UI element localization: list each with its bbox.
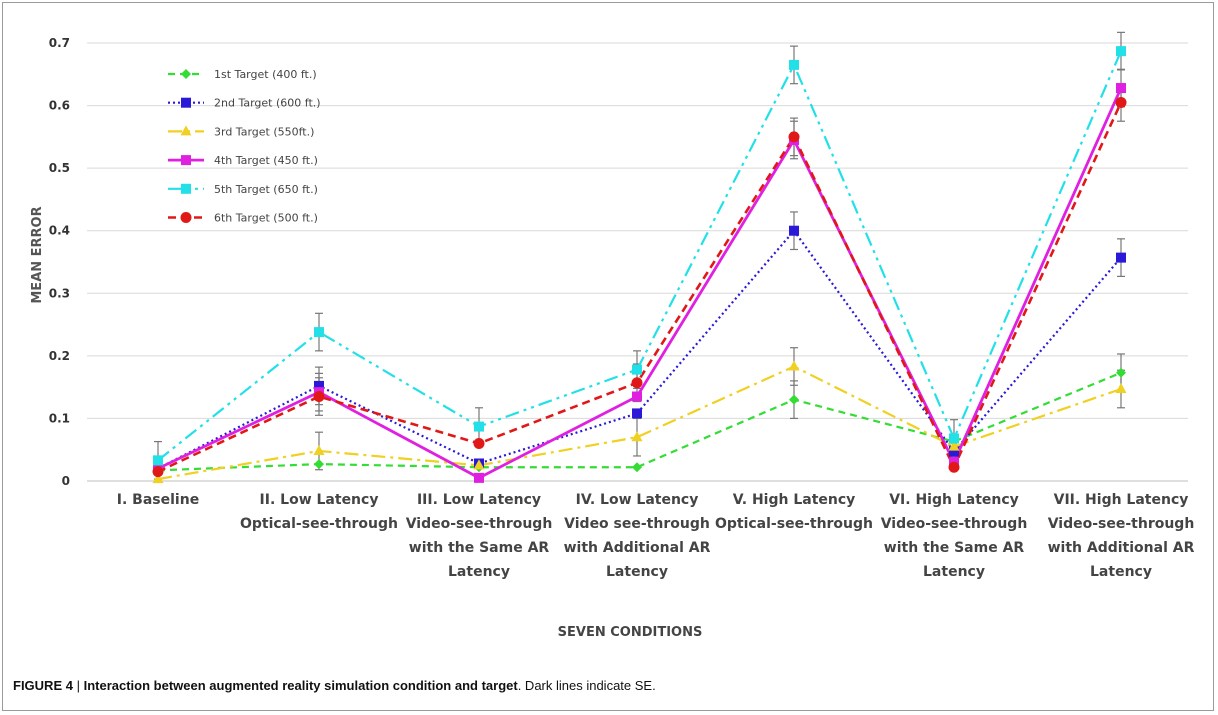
data-point bbox=[1115, 96, 1127, 108]
data-point bbox=[152, 466, 164, 478]
data-point bbox=[788, 360, 800, 371]
x-tick-label: Video-see-through bbox=[1048, 516, 1195, 532]
data-point bbox=[632, 364, 642, 375]
series-line bbox=[157, 229, 1122, 470]
x-tick-label: II. Low Latency bbox=[260, 492, 379, 508]
x-tick-label: Latency bbox=[1090, 564, 1152, 580]
data-point bbox=[789, 59, 799, 70]
x-tick-label: with the Same AR bbox=[884, 540, 1025, 556]
x-tick-label: Latency bbox=[448, 564, 510, 580]
x-tick-label: V. High Latency bbox=[733, 492, 856, 508]
legend-marker bbox=[180, 125, 192, 136]
caption-separator: | bbox=[72, 678, 84, 693]
x-axis-label: SEVEN CONDITIONS bbox=[558, 625, 703, 640]
y-tick-label: 0.7 bbox=[49, 36, 70, 50]
legend-label: 4th Target (450 ft.) bbox=[214, 154, 318, 167]
y-tick-label: 0.1 bbox=[49, 411, 70, 425]
legend-marker bbox=[181, 183, 191, 194]
data-point bbox=[632, 391, 642, 402]
y-tick-label: 0 bbox=[62, 474, 70, 488]
data-point bbox=[314, 380, 324, 391]
legend: 1st Target (400 ft.) 2nd Target (600 ft.)… bbox=[168, 68, 321, 225]
data-point bbox=[314, 327, 324, 338]
data-point bbox=[789, 225, 799, 236]
x-tick-label: with Additional AR bbox=[564, 540, 711, 556]
data-point bbox=[949, 433, 959, 444]
data-point bbox=[632, 462, 642, 473]
line-chart: 0 0.1 0.2 0.3 0.4 0.5 0.6 0.7 I. Baseline II. Lo… bbox=[30, 31, 1195, 640]
y-tick-label: 0.5 bbox=[49, 161, 70, 175]
legend-label: 2nd Target (600 ft.) bbox=[214, 97, 321, 110]
legend-label: 5th Target (650 ft.) bbox=[214, 183, 318, 196]
data-point bbox=[313, 444, 325, 455]
x-tick-label: III. Low Latency bbox=[417, 492, 541, 508]
data-point bbox=[1116, 83, 1126, 94]
y-tick-label: 0.3 bbox=[49, 286, 70, 300]
legend-marker bbox=[180, 212, 192, 223]
data-point bbox=[152, 473, 164, 484]
x-tick-label: Optical-see-through bbox=[240, 516, 398, 532]
legend-marker bbox=[181, 69, 191, 79]
y-tick-label: 0.2 bbox=[49, 349, 70, 363]
x-tick-label: VI. High Latency bbox=[889, 492, 1019, 508]
caption-rest: . Dark lines indicate SE. bbox=[517, 678, 656, 693]
legend-marker bbox=[181, 97, 191, 108]
x-tick-label: with the Same AR bbox=[409, 540, 550, 556]
data-point bbox=[1116, 46, 1126, 57]
y-tick-labels: 0 0.1 0.2 0.3 0.4 0.5 0.6 0.7 bbox=[49, 36, 70, 488]
y-tick-label: 0.4 bbox=[49, 224, 70, 238]
x-tick-label: I. Baseline bbox=[117, 492, 199, 508]
data-point bbox=[473, 459, 485, 470]
data-point bbox=[631, 431, 643, 442]
figure-caption: FIGURE 4 | Interaction between augmented… bbox=[13, 678, 656, 693]
data-point bbox=[474, 472, 484, 483]
x-tick-label: Latency bbox=[923, 564, 985, 580]
data-point bbox=[473, 437, 485, 449]
x-tick-label: Video-see-through bbox=[881, 516, 1028, 532]
x-tick-label: VII. High Latency bbox=[1054, 492, 1189, 508]
legend-label: 1st Target (400 ft.) bbox=[214, 68, 317, 81]
legend-label: 6th Target (500 ft.) bbox=[214, 212, 318, 225]
x-tick-label: Latency bbox=[606, 564, 668, 580]
data-point bbox=[153, 455, 163, 466]
data-point bbox=[631, 377, 643, 389]
data-point bbox=[948, 440, 960, 451]
data-point bbox=[948, 461, 960, 473]
data-point bbox=[949, 446, 959, 457]
data-point bbox=[1115, 383, 1127, 394]
y-tick-label: 0.6 bbox=[49, 99, 70, 113]
data-point bbox=[1116, 367, 1126, 378]
data-point bbox=[314, 459, 324, 470]
x-tick-label: IV. Low Latency bbox=[576, 492, 699, 508]
x-tick-label: Video-see-through bbox=[406, 516, 553, 532]
caption-label: FIGURE 4 bbox=[13, 678, 73, 693]
data-point bbox=[1116, 252, 1126, 263]
y-axis-label: MEAN ERROR bbox=[30, 206, 45, 303]
data-point bbox=[474, 421, 484, 432]
data-point bbox=[632, 408, 642, 419]
data-point bbox=[789, 394, 799, 405]
data-point bbox=[788, 131, 800, 143]
series-markers bbox=[152, 46, 1127, 484]
x-tick-label: Optical-see-through bbox=[715, 516, 873, 532]
x-tick-label: Video see-through bbox=[564, 516, 710, 532]
x-tick-label: with Additional AR bbox=[1048, 540, 1195, 556]
legend-label: 3rd Target (550ft.) bbox=[214, 125, 314, 138]
caption-title: Interaction between augmented reality si… bbox=[83, 678, 518, 693]
data-point bbox=[313, 391, 325, 403]
x-category-labels: I. Baseline II. Low Latency Optical-see-th… bbox=[117, 492, 1195, 580]
legend-marker bbox=[181, 155, 191, 166]
